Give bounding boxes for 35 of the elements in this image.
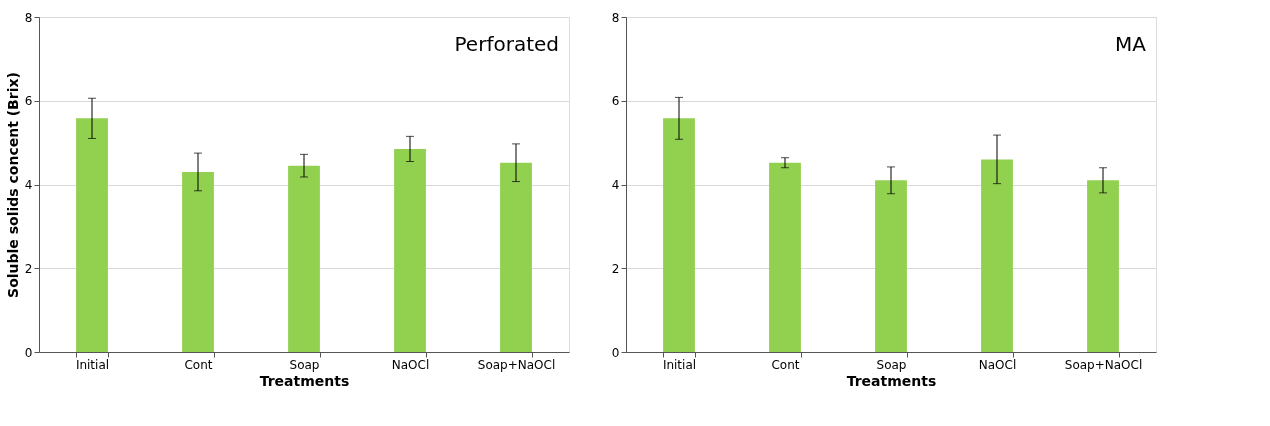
- bar: [981, 159, 1013, 352]
- annotation: Perforated: [454, 32, 559, 56]
- x-tick-label: Soap: [876, 357, 907, 372]
- x-tick-label: Soap+NaOCl: [477, 357, 556, 372]
- bar: [500, 162, 532, 352]
- y-tick-label: 2: [24, 261, 33, 276]
- bar: [76, 118, 108, 352]
- bar: [394, 148, 426, 352]
- x-tick-label: Cont: [771, 357, 800, 372]
- x-tick-label: Initial: [662, 357, 697, 372]
- y-tick-label: 0: [611, 345, 620, 360]
- bar: [182, 171, 214, 352]
- x-tick-label: Initial: [75, 357, 110, 372]
- bar: [1087, 180, 1119, 352]
- annotation: MA: [1115, 32, 1147, 56]
- x-tick-label: NaOCl: [391, 357, 430, 372]
- x-tick-label: Soap: [289, 357, 320, 372]
- x-tick-label: Soap+NaOCl: [1064, 357, 1143, 372]
- y-tick-label: 0: [24, 345, 33, 360]
- bar: [769, 162, 801, 352]
- y-tick-label: 8: [24, 10, 33, 25]
- y-tick-label: 4: [611, 178, 620, 192]
- bar: [875, 180, 907, 352]
- y-tick-label: 8: [611, 10, 620, 25]
- y-axis-title: Soluble solids concent (Brix): [4, 72, 21, 298]
- bar: [663, 118, 695, 352]
- y-tick-label: 2: [611, 261, 620, 276]
- y-tick-label: 6: [24, 94, 33, 109]
- x-axis-title: Treatments: [846, 372, 937, 389]
- x-axis-title: Treatments: [259, 372, 350, 389]
- y-tick-label: 4: [24, 178, 33, 192]
- y-tick-label: 6: [611, 94, 620, 109]
- bar: [288, 165, 320, 352]
- x-tick-label: Cont: [184, 357, 213, 372]
- x-tick-label: NaOCl: [978, 357, 1017, 372]
